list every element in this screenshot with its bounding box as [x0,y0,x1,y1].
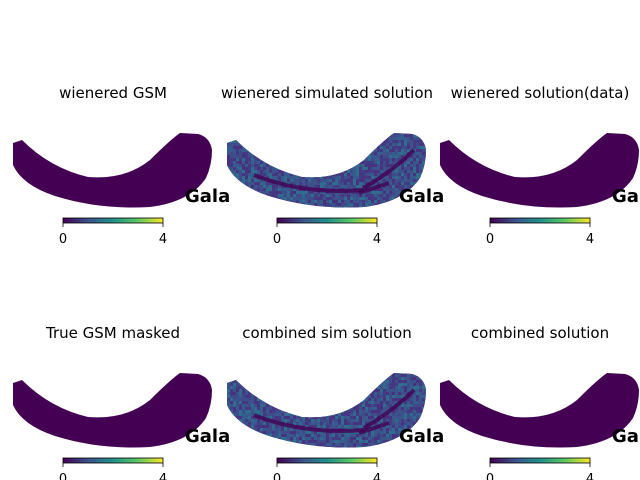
colorbar: 0 4 [486,217,594,247]
colorbar-tick-label: 4 [373,232,381,247]
panel-title: wienered solution(data) [451,84,630,102]
coordinate-label: Gala [185,426,230,447]
sky-map-region [440,373,639,448]
panel-title: wienered GSM [59,84,167,102]
colorbar-tick-label: 4 [159,472,167,480]
sky-map [440,373,639,448]
colorbar-tick-label: 4 [586,472,594,480]
panel: True GSM masked Gala 0 4 [13,324,230,480]
colorbar-gradient [62,217,164,224]
coordinate-label: Gala [612,426,640,447]
panel: wienered simulated solution Gala 0 4 [221,84,444,247]
sky-map [13,133,212,208]
colorbar-gradient [276,217,378,224]
colorbar: 0 4 [59,457,167,480]
colorbar: 0 4 [273,217,381,247]
colorbar-tick-label: 4 [159,232,167,247]
panel: wienered GSM Gala 0 4 [13,84,230,247]
colorbar-gradient [489,217,591,224]
panel-title: combined sim solution [242,324,412,342]
colorbar: 0 4 [273,457,381,480]
sky-map-region [13,133,212,208]
panel-title: combined solution [471,324,609,342]
colorbar: 0 4 [486,457,594,480]
coordinate-label: Gala [399,426,444,447]
coordinate-label: Gala [612,186,640,207]
panel: combined solution Gala 0 4 [440,324,640,480]
colorbar-tick-label: 4 [586,232,594,247]
colorbar-gradient [489,457,591,464]
panel-title: wienered simulated solution [221,84,433,102]
colorbar-tick-label: 0 [59,472,67,480]
colorbar: 0 4 [59,217,167,247]
colorbar-tick-label: 0 [59,232,67,247]
sky-map [13,373,212,448]
colorbar-tick-label: 0 [273,232,281,247]
colorbar-tick-label: 0 [486,472,494,480]
coordinate-label: Gala [185,186,230,207]
colorbar-gradient [276,457,378,464]
sky-map [440,133,639,208]
coordinate-label: Gala [399,186,444,207]
colorbar-gradient [62,457,164,464]
sky-map-region [440,133,639,208]
sky-map-region [13,373,212,448]
colorbar-tick-label: 4 [373,472,381,480]
panel-title: True GSM masked [45,324,180,342]
colorbar-tick-label: 0 [486,232,494,247]
colorbar-tick-label: 0 [273,472,281,480]
panel: wienered solution(data) Gala 0 4 [440,84,640,247]
panel: combined sim solution Gala 0 4 [227,324,444,480]
